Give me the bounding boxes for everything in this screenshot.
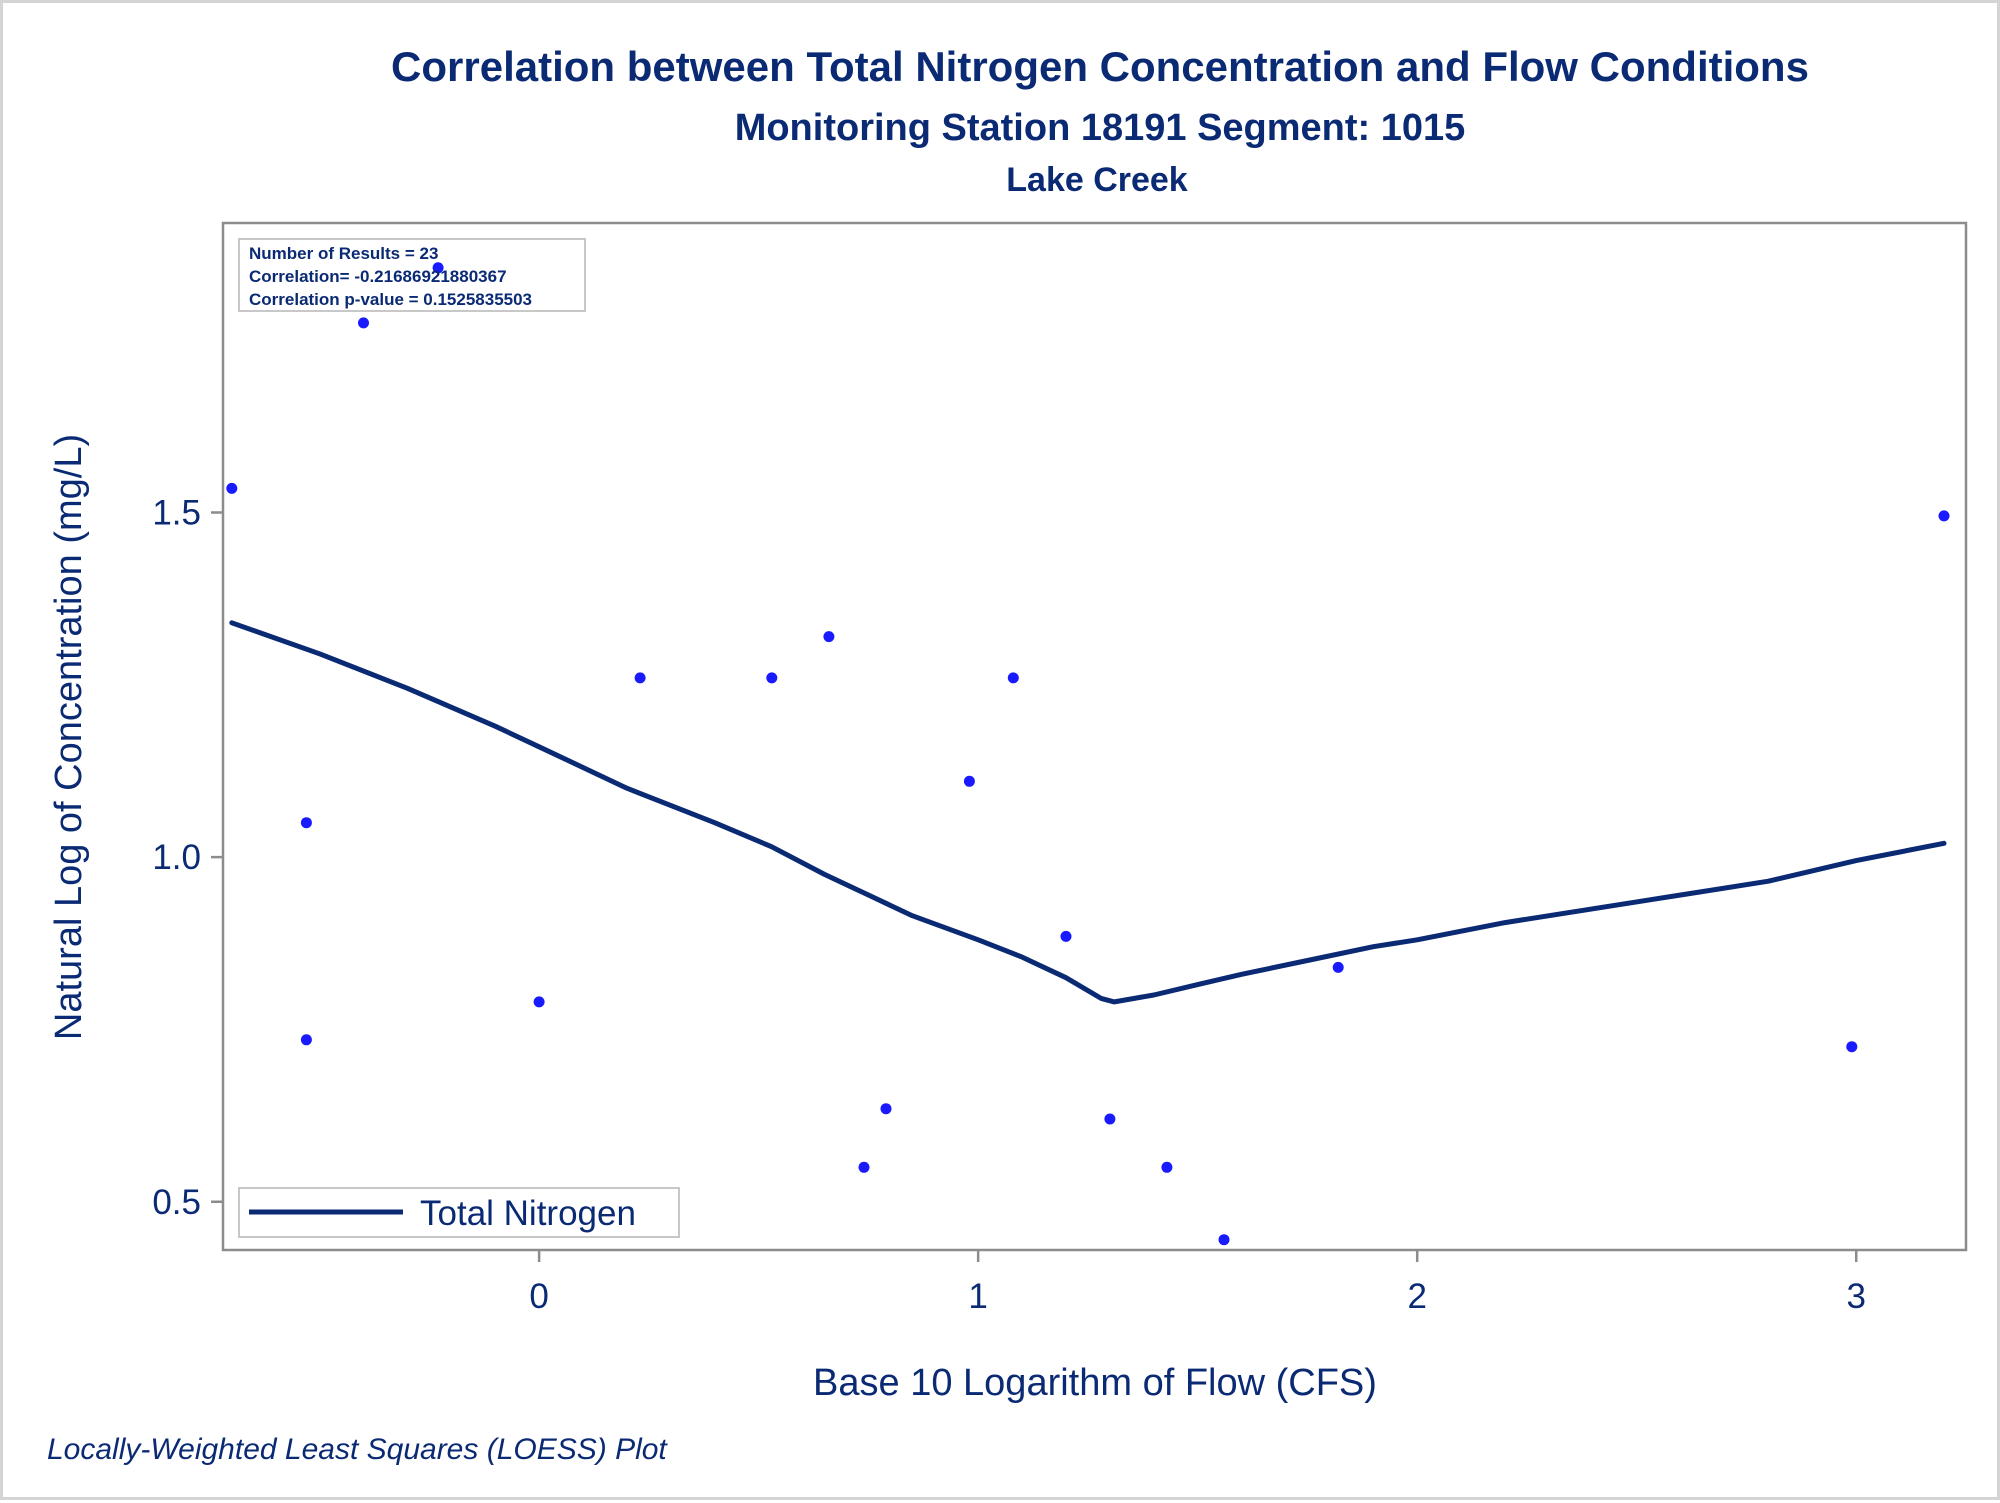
points-layer — [226, 262, 1950, 1246]
data-point — [432, 262, 444, 274]
plot-frame — [221, 221, 1968, 1252]
scatter-plot: Correlation between Total Nitrogen Conce… — [47, 43, 1968, 1466]
data-point — [300, 1034, 312, 1046]
stats-box: Number of Results = 23 Correlation= -0.2… — [238, 238, 586, 312]
x-tick-label: 2 — [1407, 1277, 1426, 1316]
y-tick-label: 1.0 — [152, 838, 201, 877]
data-point — [1060, 930, 1072, 942]
data-point — [823, 631, 835, 643]
data-point — [1218, 1234, 1230, 1246]
loess-line-total-nitrogen — [229, 620, 1947, 1005]
stats-correlation: Correlation= -0.21686921880367 — [249, 267, 507, 286]
data-point — [766, 672, 778, 684]
data-point — [858, 1161, 870, 1173]
y-tick-label: 0.5 — [152, 1183, 201, 1222]
data-point — [358, 317, 369, 329]
footnote: Locally-Weighted Least Squares (LOESS) P… — [47, 1433, 668, 1466]
x-tick-label: 0 — [529, 1277, 548, 1316]
data-point — [1846, 1041, 1858, 1053]
chart-subtitle: Monitoring Station 18191 Segment: 1015 — [735, 107, 1466, 149]
legend: Total Nitrogen — [238, 1187, 680, 1238]
data-point — [1007, 672, 1019, 684]
x-tick-label: 3 — [1847, 1277, 1866, 1316]
data-point — [1332, 961, 1344, 973]
data-point — [226, 482, 238, 494]
loess-layer — [229, 620, 1947, 1005]
stats-box-frame — [238, 238, 586, 312]
chart-title: Correlation between Total Nitrogen Conce… — [391, 43, 1809, 90]
data-point — [963, 775, 975, 787]
stats-count: Number of Results = 23 — [249, 244, 438, 263]
x-tick-label: 1 — [968, 1277, 987, 1316]
legend-frame — [238, 1187, 680, 1238]
data-point — [634, 672, 646, 684]
data-point — [300, 817, 312, 829]
x-axis-label: Base 10 Logarithm of Flow (CFS) — [813, 1362, 1377, 1404]
legend-label: Total Nitrogen — [420, 1194, 636, 1233]
x-axis: 0 1 2 3 — [529, 1250, 1866, 1316]
data-point — [1938, 510, 1950, 522]
data-point — [880, 1103, 892, 1115]
y-tick-label: 1.5 — [152, 493, 201, 532]
data-point — [1104, 1113, 1116, 1125]
data-point — [1161, 1161, 1173, 1173]
chart-subtitle-location: Lake Creek — [1006, 161, 1188, 199]
stats-p-value: Correlation p-value = 0.1525835503 — [249, 290, 532, 309]
y-axis-label: Natural Log of Concentration (mg/L) — [48, 434, 90, 1040]
y-axis: 0.5 1.0 1.5 — [152, 493, 223, 1222]
data-point — [533, 996, 545, 1008]
